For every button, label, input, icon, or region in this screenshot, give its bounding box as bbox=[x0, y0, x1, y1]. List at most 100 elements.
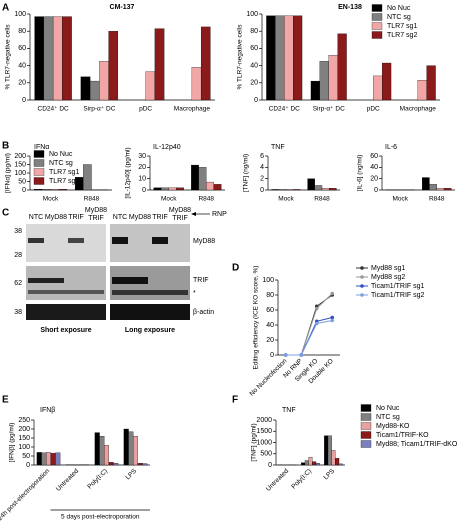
legend-label: Myd88 sg2 bbox=[371, 274, 405, 281]
legend-label: Myd88 sg1 bbox=[371, 265, 405, 272]
y-tick-label: 30 bbox=[138, 153, 146, 160]
y-tick-label: 250 bbox=[18, 417, 30, 424]
x-tick-label: R848 bbox=[314, 196, 330, 203]
x-tick-label: Untreated bbox=[265, 467, 290, 492]
y-tick-label: 60 bbox=[370, 153, 378, 160]
bar bbox=[304, 460, 309, 466]
chart: E IFNβ 0 50 100 150 200 250[IFNβ] (pg/ml) 24h po… bbox=[0, 395, 150, 522]
band-label: β-actin bbox=[193, 309, 214, 316]
chart-title: IFNα bbox=[34, 144, 49, 151]
chart-title: IL-12p40 bbox=[153, 144, 181, 151]
lane-label: TRIF bbox=[88, 215, 104, 222]
bar bbox=[213, 184, 222, 191]
x-tick-label: CD24⁺ DC bbox=[38, 106, 70, 113]
bar bbox=[331, 450, 336, 466]
x-tick-label: Mock bbox=[392, 196, 408, 203]
point bbox=[299, 353, 304, 357]
y-tick-label: 0 bbox=[374, 187, 378, 194]
blot-strip bbox=[26, 304, 106, 320]
y-tick-label: 100 bbox=[262, 277, 274, 284]
y-tick-label: 50 bbox=[18, 178, 26, 185]
chart: TNF 0 2 4 6 [TNF] (ng/ml) Mock R848 bbox=[243, 144, 340, 203]
point bbox=[330, 318, 335, 323]
legend-swatch bbox=[360, 431, 372, 439]
y-tick-label: 100 bbox=[246, 11, 258, 18]
bar bbox=[108, 462, 114, 466]
panel-label: A bbox=[2, 3, 9, 14]
legend-label: TLR7 sg1 bbox=[49, 169, 79, 176]
legend-swatch bbox=[360, 404, 372, 412]
bar bbox=[285, 189, 294, 191]
chart-title: TNF bbox=[282, 407, 296, 414]
x-tick-label: R848 bbox=[198, 196, 214, 203]
legend-label: No Nuc bbox=[387, 5, 411, 12]
x-tick-label: Mock bbox=[161, 196, 177, 203]
bar bbox=[373, 75, 383, 101]
x-tick-label: R848 bbox=[84, 196, 100, 203]
bar bbox=[94, 432, 100, 466]
bar bbox=[307, 178, 315, 191]
legend-label: NTC sg bbox=[49, 160, 73, 167]
blot-band bbox=[68, 238, 84, 243]
y-tick-label: 20 bbox=[250, 80, 258, 87]
bar bbox=[55, 452, 61, 466]
x-tick-label: 24h post-electroporation bbox=[0, 467, 51, 522]
exposure-label: Short exposure bbox=[40, 327, 91, 334]
y-tick-label: 0 bbox=[254, 97, 258, 104]
lane-label: MyD88 bbox=[85, 207, 107, 214]
bar bbox=[198, 167, 207, 191]
y-tick-label: 6 bbox=[260, 153, 264, 160]
bar bbox=[319, 61, 329, 101]
bar bbox=[315, 463, 320, 466]
lane-label: TRIF bbox=[172, 215, 188, 222]
y-axis-label: % TLR7-negative cells bbox=[237, 24, 244, 90]
point bbox=[330, 315, 335, 320]
blot-band bbox=[28, 278, 64, 283]
bar bbox=[113, 463, 119, 466]
x-tick-label: Mock bbox=[43, 196, 59, 203]
bar bbox=[33, 188, 43, 191]
bar bbox=[36, 452, 42, 466]
x-tick-label: Macrophage bbox=[174, 106, 211, 113]
bar bbox=[381, 62, 392, 101]
bar bbox=[89, 80, 100, 101]
bar bbox=[154, 28, 165, 101]
y-axis-label: [TNF] (pg/ml) bbox=[251, 423, 258, 461]
bar bbox=[338, 463, 343, 466]
legend-swatch bbox=[360, 413, 372, 421]
bar bbox=[324, 435, 329, 466]
bar bbox=[62, 16, 72, 101]
lane-label: NTC bbox=[29, 214, 43, 221]
y-tick-label: 20 bbox=[266, 337, 274, 344]
bar bbox=[191, 67, 202, 101]
bar bbox=[80, 76, 91, 101]
bar bbox=[58, 188, 68, 191]
bar bbox=[145, 71, 156, 101]
bar bbox=[137, 463, 143, 466]
y-axis-label: % TLR7-negative cells bbox=[5, 24, 12, 90]
bar bbox=[108, 31, 119, 101]
x-tick-label: Sirp-α⁺ DC bbox=[83, 106, 115, 113]
bar bbox=[43, 16, 54, 101]
y-tick-label: 40 bbox=[18, 62, 26, 69]
legend-swatch bbox=[360, 284, 364, 288]
bar bbox=[142, 463, 148, 466]
lane-label: MyD88 bbox=[169, 207, 191, 214]
bar bbox=[161, 187, 169, 191]
band-label: * bbox=[193, 290, 196, 297]
bar bbox=[168, 187, 177, 191]
legend-label: TLR7 sg1 bbox=[387, 23, 417, 30]
legend-label: NTC sg bbox=[387, 14, 411, 21]
y-tick-label: 200 bbox=[18, 426, 30, 433]
legend-swatch bbox=[371, 31, 383, 39]
legend-label: Ticam1/TRIF sg2 bbox=[371, 292, 425, 299]
y-tick-label: 20 bbox=[18, 80, 26, 87]
blot-band bbox=[112, 277, 148, 284]
y-tick-label: 150 bbox=[18, 435, 30, 442]
bar bbox=[293, 189, 301, 191]
bar bbox=[312, 461, 317, 466]
bar bbox=[123, 428, 129, 466]
point bbox=[314, 321, 319, 326]
